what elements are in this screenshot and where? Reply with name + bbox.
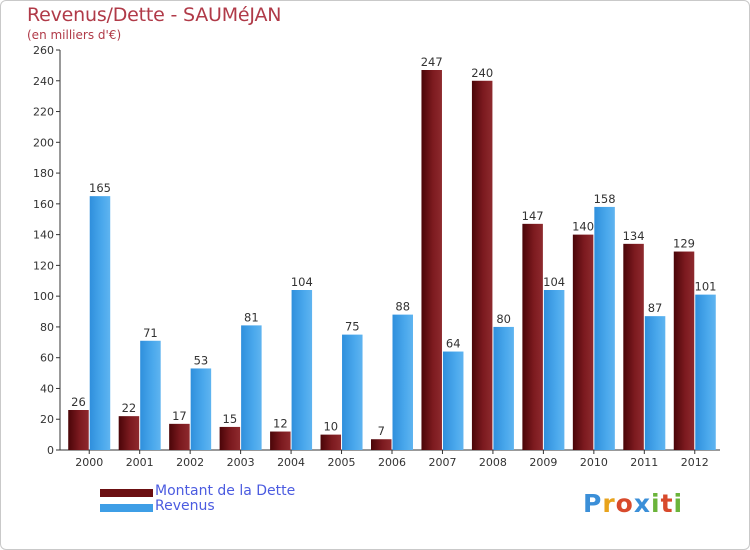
y-tick-label: 260 [33,44,54,57]
bar-debt [471,80,493,451]
bar-debt [623,243,644,450]
data-label-revenue: 64 [446,337,461,351]
data-label-revenue: 80 [496,312,511,326]
x-tick-label: 2000 [75,456,103,469]
legend-label-revenue: Revenus [155,498,215,514]
data-label-debt: 17 [172,409,187,423]
x-tick-label: 2010 [580,456,608,469]
logo-letter: i [651,489,661,518]
x-tick-label: 2005 [328,456,356,469]
y-tick-label: 220 [33,106,54,119]
x-tick-label: 2003 [227,456,255,469]
data-label-revenue: 165 [89,181,111,195]
logo-letter: r [602,489,616,518]
logo-letter: i [673,489,684,518]
data-label-debt: 134 [623,229,645,243]
bar-revenue [89,196,111,450]
data-label-revenue: 71 [143,326,158,340]
y-tick-label: 0 [47,444,54,457]
data-label-debt: 10 [323,420,338,434]
y-tick-label: 80 [40,321,54,334]
bar-revenue [392,314,413,450]
x-tick-label: 2008 [479,456,507,469]
data-label-debt: 147 [522,209,544,223]
data-label-debt: 140 [572,220,594,234]
y-tick-label: 40 [40,382,54,395]
logo-letter: x [633,489,651,518]
bar-revenue [493,326,514,450]
chart-labels: 26 22 17 15 12 10 7 247 240 147 140 134 129 165 71 53 81… [71,55,716,438]
data-label-debt: 22 [122,401,137,415]
legend-swatch-revenue [100,504,153,512]
data-label-debt: 240 [471,66,493,80]
bar-revenue [644,316,666,450]
bar-revenue [695,294,716,450]
data-label-revenue: 104 [543,275,565,289]
bar-debt [572,234,594,450]
chart-axes: 0 20 40 60 80 100 120 140 160 180 200 220 240 260 2000… [33,44,720,469]
x-tick-label: 2011 [630,456,658,469]
bar-revenue [291,290,313,450]
chart-bars [68,70,716,451]
legend-swatch-debt [100,489,153,497]
x-tick-label: 2002 [176,456,204,469]
data-label-revenue: 104 [291,275,313,289]
data-label-revenue: 81 [244,310,259,324]
data-label-revenue: 101 [695,280,717,294]
bar-revenue [442,351,464,450]
bar-debt [371,439,392,450]
x-tick-label: 2007 [428,456,456,469]
data-label-debt: 129 [673,237,695,251]
data-label-revenue: 158 [594,192,616,206]
bar-debt [421,70,442,450]
y-tick-label: 160 [33,198,54,211]
y-tick-label: 120 [33,259,54,272]
x-tick-label: 2004 [277,456,305,469]
data-label-debt: 7 [378,424,385,438]
chart-title: Revenus/Dette - SAUMéJAN [27,4,282,26]
y-tick-label: 240 [33,75,54,88]
bar-debt [219,426,241,450]
logo-letter: o [615,489,634,518]
data-label-debt: 247 [421,55,443,69]
legend-label-debt: Montant de la Dette [155,483,296,499]
logo-letter: t [660,489,674,518]
bar-revenue [190,368,212,450]
x-tick-label: 2006 [378,456,406,469]
y-tick-label: 140 [33,229,54,242]
y-tick-label: 60 [40,352,54,365]
data-label-debt: 12 [273,417,288,431]
data-label-revenue: 53 [194,353,209,367]
data-label-debt: 15 [223,412,238,426]
y-tick-label: 20 [40,413,54,426]
x-tick-label: 2012 [681,456,709,469]
bar-debt [169,423,190,450]
y-tick-label: 200 [33,136,54,149]
chart-subtitle: (en milliers d'€) [27,28,122,42]
y-tick-label: 100 [33,290,54,303]
bar-revenue [342,334,363,450]
data-label-revenue: 75 [345,320,360,334]
bar-debt [118,416,140,450]
bar-debt [68,410,89,450]
x-tick-label: 2001 [126,456,154,469]
bar-revenue [543,290,565,450]
x-tick-label: 2009 [529,456,557,469]
bar-revenue [241,325,262,450]
data-label-debt: 26 [71,395,86,409]
data-label-revenue: 87 [648,301,663,315]
proxiti-logo: Proxiti [583,489,683,518]
logo-letter: P [583,489,603,518]
bar-debt [270,431,291,450]
bar-debt [673,251,695,450]
bar-revenue [140,340,161,450]
y-tick-label: 180 [33,167,54,180]
bar-debt [320,434,342,450]
bar-revenue [594,206,615,450]
bar-debt [522,223,543,450]
data-label-revenue: 88 [395,300,410,314]
